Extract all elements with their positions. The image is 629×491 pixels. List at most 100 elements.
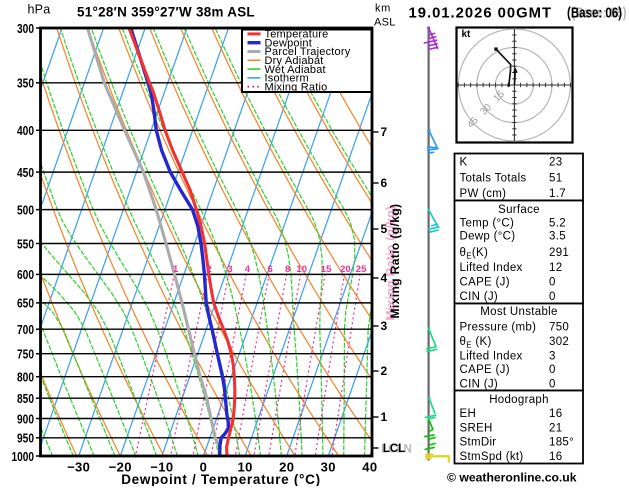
svg-text:Temperature: Temperature <box>265 29 329 41</box>
svg-text:Dewp (°C): Dewp (°C) <box>460 231 516 243</box>
svg-text:Lifted Index: Lifted Index <box>460 350 523 362</box>
svg-text:Parcel Trajectory: Parcel Trajectory <box>265 46 351 58</box>
svg-text:4: 4 <box>245 264 251 275</box>
svg-text:Totals Totals: Totals Totals <box>460 173 527 185</box>
svg-text:Mixing Ratio: Mixing Ratio <box>265 81 328 93</box>
svg-text:0: 0 <box>549 364 556 376</box>
svg-text:Surface: Surface <box>498 204 540 216</box>
svg-text:ASL: ASL <box>374 17 396 29</box>
svg-text:SREH: SREH <box>460 423 493 435</box>
svg-text:0: 0 <box>200 460 208 475</box>
svg-text:Isotherm: Isotherm <box>265 73 309 85</box>
svg-text:CAPE (J): CAPE (J) <box>460 364 510 376</box>
svg-text:10: 10 <box>237 460 252 475</box>
svg-text:16: 16 <box>549 408 562 420</box>
svg-text:185°: 185° <box>549 436 574 448</box>
svg-text:3: 3 <box>381 319 388 333</box>
svg-text:800: 800 <box>17 371 34 385</box>
svg-text:km: km <box>375 3 391 15</box>
svg-text:Lifted Index: Lifted Index <box>460 262 523 274</box>
svg-text:3: 3 <box>549 350 556 362</box>
svg-text:Dry Adiabat: Dry Adiabat <box>265 55 324 67</box>
svg-text:23: 23 <box>549 156 562 168</box>
svg-text:3.5: 3.5 <box>549 231 566 243</box>
svg-text:0: 0 <box>549 379 556 391</box>
svg-text:Pressure (mb): Pressure (mb) <box>460 321 537 333</box>
svg-text:550: 550 <box>17 237 34 251</box>
svg-text:450: 450 <box>17 166 34 180</box>
svg-text:EH: EH <box>460 408 477 420</box>
svg-text:20: 20 <box>340 264 351 275</box>
svg-text:Mixing Ratio (g/kg): Mixing Ratio (g/kg) <box>384 206 398 321</box>
svg-text:4: 4 <box>381 271 388 285</box>
svg-text:900: 900 <box>17 412 34 426</box>
svg-text:25: 25 <box>356 264 367 275</box>
svg-text:Mixing Ratio (g/kg): Mixing Ratio (g/kg) <box>388 204 402 319</box>
svg-text:15: 15 <box>321 264 332 275</box>
svg-text:2: 2 <box>206 264 211 275</box>
svg-text:291: 291 <box>549 247 569 259</box>
svg-text:21: 21 <box>549 423 562 435</box>
svg-text:6: 6 <box>381 176 388 190</box>
svg-text:51: 51 <box>549 173 562 185</box>
svg-text:(Base: 06): (Base: 06) <box>567 6 622 22</box>
svg-text:Wet Adiabat: Wet Adiabat <box>265 64 326 76</box>
svg-text:LCLN: LCLN <box>381 444 412 456</box>
svg-text:51°28′N 359°27′W 38m ASL: 51°28′N 359°27′W 38m ASL <box>77 5 255 20</box>
svg-text:1: 1 <box>173 264 179 275</box>
svg-text:LCL: LCL <box>383 443 405 455</box>
svg-text:16: 16 <box>549 451 562 463</box>
svg-text:6: 6 <box>268 264 273 275</box>
svg-text:30: 30 <box>321 460 336 475</box>
svg-text:750: 750 <box>549 321 569 333</box>
svg-text:12: 12 <box>549 262 562 274</box>
svg-text:−20: −20 <box>109 460 132 475</box>
svg-text:1.7: 1.7 <box>549 188 566 200</box>
svg-text:302: 302 <box>549 336 569 348</box>
svg-text:5: 5 <box>381 222 388 236</box>
svg-text:© weatheronline.co.uk: © weatheronline.co.uk <box>447 471 577 485</box>
svg-text:StmSpd (kt): StmSpd (kt) <box>460 451 524 463</box>
svg-text:K: K <box>460 156 468 168</box>
svg-text:Most Unstable: Most Unstable <box>480 306 557 318</box>
svg-text:−10: −10 <box>150 460 173 475</box>
svg-text:Dewpoint / Temperature (°C): Dewpoint / Temperature (°C) <box>121 472 321 486</box>
svg-text:Temp (°C): Temp (°C) <box>460 217 515 229</box>
svg-text:PW (cm): PW (cm) <box>460 188 507 200</box>
svg-text:700: 700 <box>17 323 34 337</box>
svg-text:19.01.2026 00GMT: 19.01.2026 00GMT <box>409 6 553 22</box>
svg-text:hPa: hPa <box>28 3 51 17</box>
svg-text:10: 10 <box>296 264 307 275</box>
svg-text:850: 850 <box>17 392 34 406</box>
svg-text:8: 8 <box>285 264 290 275</box>
svg-text:θE(K): θE(K) <box>460 247 489 261</box>
svg-text:950: 950 <box>17 432 34 446</box>
svg-text:θE (K): θE (K) <box>460 336 492 350</box>
svg-text:Hodograph: Hodograph <box>489 394 549 406</box>
svg-text:40: 40 <box>362 460 377 475</box>
svg-text:7: 7 <box>381 125 388 139</box>
svg-text:Dewpoint: Dewpoint <box>265 37 312 49</box>
svg-text:300: 300 <box>17 22 34 36</box>
svg-text:20: 20 <box>279 460 294 475</box>
svg-text:−30: −30 <box>67 460 90 475</box>
svg-text:2: 2 <box>381 364 388 378</box>
svg-text:0: 0 <box>549 291 556 303</box>
svg-text:600: 600 <box>17 268 34 282</box>
svg-text:1000: 1000 <box>12 450 35 464</box>
svg-text:CAPE (J): CAPE (J) <box>460 277 510 289</box>
svg-text:kt: kt <box>462 29 472 40</box>
svg-text:650: 650 <box>17 297 34 311</box>
svg-text:StmDir: StmDir <box>460 436 497 448</box>
svg-text:400: 400 <box>17 124 34 138</box>
svg-text:3: 3 <box>227 264 232 275</box>
svg-text:CIN (J): CIN (J) <box>460 291 499 303</box>
svg-text:(Base: 06): (Base: 06) <box>572 6 627 22</box>
svg-text:0: 0 <box>549 277 556 289</box>
svg-text:350: 350 <box>17 77 34 91</box>
svg-text:500: 500 <box>17 203 34 217</box>
svg-text:1: 1 <box>381 410 388 424</box>
svg-text:750: 750 <box>17 348 34 362</box>
svg-text:CIN (J): CIN (J) <box>460 379 499 391</box>
svg-text:5.2: 5.2 <box>549 217 566 229</box>
